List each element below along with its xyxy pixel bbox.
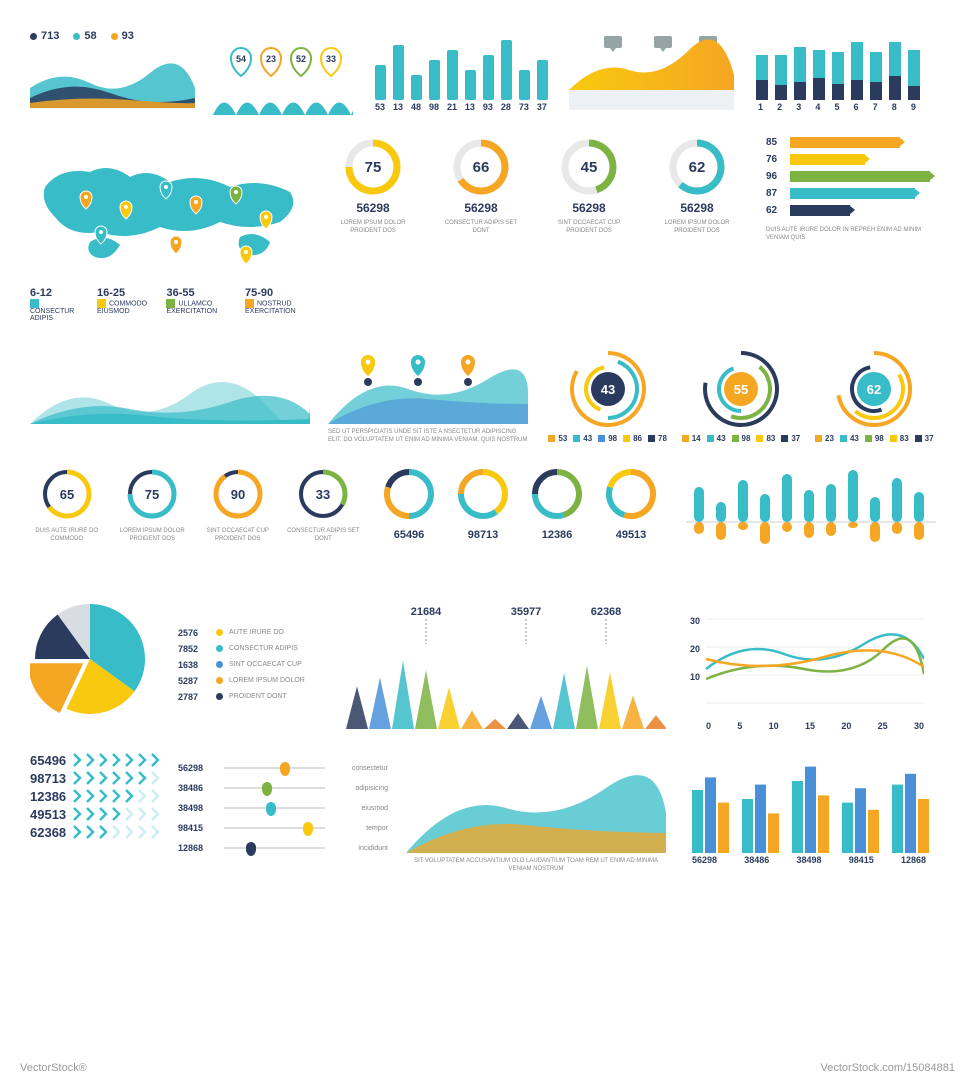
area-pins-desc: SED UT PERSPICIATIS UNDE SIT ISTE A NSEC…	[328, 428, 528, 445]
pie-legend: 2576AUTE IRURE DO7852CONSECTUR ADIPIS163…	[178, 599, 318, 731]
svg-text:66: 66	[473, 159, 490, 176]
svg-text:90: 90	[231, 487, 245, 502]
svg-text:75: 75	[365, 159, 382, 176]
ring-stat: 33CONSECTUR ADIPIS SET DONT	[287, 467, 361, 577]
row-2: 6-12CONSECTUR ADIPIS16-25COMMODO EIUSMOD…	[30, 137, 945, 322]
radial-chart: 622343988337	[813, 344, 936, 445]
wave-stack	[30, 344, 310, 445]
radial-chart: 551443988337	[679, 344, 802, 445]
svg-text:52: 52	[296, 54, 306, 64]
donut-stat: 6656298CONSECTUR ADIPIS SET DONT	[436, 137, 526, 322]
svg-text:62: 62	[867, 382, 881, 397]
row-6: 6549698713123864951362368 56298consectet…	[30, 753, 945, 874]
donut-stat: 6256298LOREM IPSUM DOLOR PROIDENT DOS	[652, 137, 742, 322]
thin-donut: 98713	[452, 467, 514, 577]
donut-row: 7556298LOREM IPSUM DOLOR PROIDENT DOS665…	[328, 137, 748, 322]
stacked-bar-chart: 123456789	[752, 30, 922, 115]
gradient-area-chart	[569, 30, 734, 115]
footer-id: VectorStock.com/15084881	[820, 1062, 955, 1074]
ring-stat: 90SINT OCCAECAT CUP PROIDENT DOS	[201, 467, 275, 577]
svg-text:55: 55	[734, 382, 748, 397]
thin-donuts: 65496987131238649513	[378, 467, 668, 577]
svg-text:43: 43	[600, 382, 614, 397]
dual-area: SIT VOLUPTATEM ACCUSANTIUM OLO LAUDANTIU…	[406, 753, 666, 874]
thin-donut: 65496	[378, 467, 440, 577]
horizontal-bars: 8576968762DUIS AUTE IRURE DOLOR IN REPRE…	[766, 137, 936, 322]
line-chart: 302010 051015202530	[684, 599, 924, 731]
svg-text:75: 75	[145, 487, 159, 502]
row-1: 7135893 54 23 52 33 53134898211393287337 12…	[30, 30, 945, 115]
row-5: 2576AUTE IRURE DO7852CONSECTUR ADIPIS163…	[30, 599, 945, 731]
ring-stat: 65DUIS AUTE IRURE DO COMMODO	[30, 467, 104, 577]
footer: VectorStock® VectorStock.com/15084881	[0, 1062, 975, 1074]
svg-text:33: 33	[326, 54, 336, 64]
wave-pins-chart: 54 23 52 33	[213, 30, 353, 115]
svg-text:21684: 21684	[411, 606, 442, 618]
stacked-area-chart: 7135893	[30, 30, 195, 115]
world-map-panel: 6-12CONSECTUR ADIPIS16-25COMMODO EIUSMOD…	[30, 137, 310, 322]
diverging-bars	[686, 467, 936, 577]
donut-stat: 7556298LOREM IPSUM DOLOR PROIDENT DOS	[328, 137, 418, 322]
donut-stat: 4556298SINT OCCAECAT CUP PROIDENT DOS	[544, 137, 634, 322]
svg-text:33: 33	[316, 487, 330, 502]
rainbow-peaks: 21684 35977 62368	[336, 599, 666, 731]
area-with-pins: SED UT PERSPICIATIS UNDE SIT ISTE A NSEC…	[328, 344, 528, 445]
ring-stats: 65DUIS AUTE IRURE DO COMMODO75LOREM IPSU…	[30, 467, 360, 577]
slider-list: 56298consectetur38486adipisicing38498eiu…	[178, 753, 388, 874]
footer-brand: VectorStock®	[20, 1062, 87, 1074]
row-3: SED UT PERSPICIATIS UNDE SIT ISTE A NSEC…	[30, 344, 945, 445]
pie-chart	[30, 599, 160, 731]
svg-text:35977: 35977	[511, 606, 542, 618]
svg-text:45: 45	[581, 159, 598, 176]
row-4: 65DUIS AUTE IRURE DO COMMODO75LOREM IPSU…	[30, 467, 945, 577]
svg-text:62: 62	[689, 159, 706, 176]
radial-charts: 435343988678551443988337622343988337	[546, 344, 936, 445]
svg-text:10: 10	[690, 672, 700, 682]
svg-text:20: 20	[690, 644, 700, 654]
svg-text:62368: 62368	[591, 606, 622, 618]
radial-chart: 435343988678	[546, 344, 669, 445]
svg-text:30: 30	[690, 616, 700, 626]
chevron-list: 6549698713123864951362368	[30, 753, 160, 874]
grouped-bars: 5629838486384989841512868	[684, 753, 934, 874]
svg-text:54: 54	[236, 54, 246, 64]
dual-area-desc: SIT VOLUPTATEM ACCUSANTIUM OLO LAUDANTIU…	[406, 857, 666, 874]
svg-text:23: 23	[266, 54, 276, 64]
thin-donut: 49513	[600, 467, 662, 577]
svg-text:65: 65	[60, 487, 74, 502]
ring-stat: 75LOREM IPSUM DOLOR PROIDENT DOS	[116, 467, 190, 577]
thin-donut: 12386	[526, 467, 588, 577]
bar-chart-1: 53134898211393287337	[371, 30, 551, 115]
